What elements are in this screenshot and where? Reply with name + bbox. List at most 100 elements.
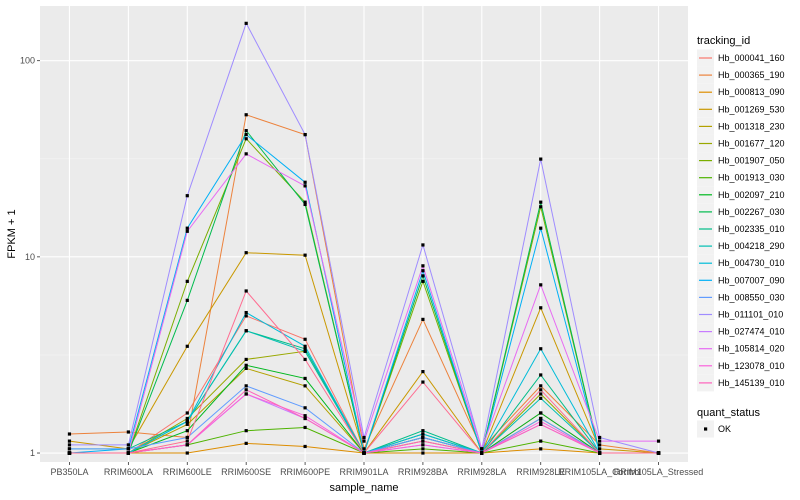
data-point (244, 251, 248, 255)
data-point (362, 439, 366, 443)
data-point (362, 447, 366, 451)
data-point (244, 388, 248, 392)
data-point (303, 184, 307, 188)
data-point (303, 202, 307, 207)
data-point (185, 194, 189, 198)
legend-label: Hb_145139_010 (718, 378, 785, 388)
data-point (480, 451, 484, 455)
x-tick-label: RRIM901LA (339, 467, 388, 477)
data-point (67, 439, 72, 443)
data-point (185, 416, 189, 421)
data-point (539, 392, 543, 396)
data-point (185, 439, 189, 443)
data-point (185, 279, 189, 283)
data-point (185, 435, 189, 440)
data-point (421, 443, 425, 447)
data-point (480, 447, 484, 451)
data-point (303, 344, 307, 348)
data-point (244, 129, 248, 133)
legend-label: Hb_000365_190 (718, 70, 785, 80)
data-point (421, 317, 425, 321)
legend-label: Hb_000813_090 (718, 87, 785, 97)
data-point (539, 396, 543, 400)
x-tick-label: RRIM600LA (104, 467, 153, 477)
legend-label: Hb_002267_030 (718, 207, 785, 217)
x-tick-label: PB350LA (50, 467, 88, 477)
y-tick-label: 1 (30, 448, 35, 458)
data-point (244, 392, 248, 396)
legend-label: Hb_001677_120 (718, 139, 785, 149)
legend: tracking_id Hb_000041_160 Hb_000365_190 Hb… (697, 35, 785, 392)
data-point (303, 132, 307, 137)
data-point (539, 200, 543, 204)
data-point (362, 435, 366, 440)
data-point (244, 113, 248, 117)
data-point (421, 447, 425, 451)
legend-label: Hb_001318_230 (718, 121, 785, 131)
data-point (421, 429, 425, 433)
data-point (539, 419, 543, 423)
data-point (67, 451, 72, 455)
data-point (421, 439, 425, 443)
data-point (421, 370, 425, 374)
data-point (539, 411, 543, 415)
data-point (126, 447, 130, 451)
data-point (303, 444, 307, 449)
data-point (303, 253, 307, 257)
x-axis-title: sample_name (329, 482, 398, 494)
y-tick-label: 100 (20, 56, 35, 66)
x-tick-label: RRIM105LA_Stressed (614, 467, 704, 477)
data-point (421, 274, 425, 278)
data-point (421, 380, 425, 384)
data-point (539, 388, 543, 392)
data-point (244, 384, 248, 388)
y-tick-label: 10 (25, 252, 35, 262)
data-point (539, 422, 543, 426)
x-tick-label: RRIM600PE (280, 467, 330, 477)
y-axis-title: FPKM + 1 (6, 209, 18, 258)
shape-legend: quant_status OK (697, 407, 760, 438)
shape-legend-label: OK (718, 424, 731, 434)
data-point (126, 451, 130, 455)
data-point (539, 416, 543, 421)
data-point (303, 357, 307, 362)
data-point (656, 451, 661, 455)
data-point (598, 439, 602, 443)
x-tick-label: RRIM928LA (457, 467, 506, 477)
data-point (126, 430, 130, 434)
data-point (244, 429, 248, 433)
data-point (362, 451, 366, 455)
data-point (185, 411, 189, 415)
data-point (421, 451, 425, 455)
data-point (539, 373, 543, 377)
legend-label: Hb_004218_290 (718, 241, 785, 251)
data-point (539, 347, 543, 351)
data-point (185, 226, 189, 230)
data-point (421, 243, 425, 247)
data-point (598, 443, 602, 447)
data-point (303, 347, 307, 351)
data-point (126, 443, 130, 447)
data-point (539, 283, 543, 287)
data-point (185, 229, 189, 233)
data-point (185, 419, 189, 423)
legend-label: Hb_002335_010 (718, 224, 785, 234)
legend-label: Hb_007007_090 (718, 275, 785, 285)
data-point (421, 269, 425, 273)
x-tick-label: RRIM600SE (221, 467, 271, 477)
legend-label: Hb_123078_010 (718, 361, 785, 371)
data-point (598, 451, 602, 455)
data-point (185, 422, 189, 426)
data-point (598, 447, 602, 451)
y-axis: 1 10 100 (20, 56, 40, 458)
data-point (244, 441, 248, 445)
data-point (244, 137, 248, 141)
data-point (539, 226, 543, 230)
data-point (303, 416, 307, 421)
data-point (244, 289, 248, 293)
legend-label: Hb_105814_020 (718, 344, 785, 354)
data-point (539, 447, 543, 451)
data-point (303, 200, 307, 204)
data-point (421, 435, 425, 440)
data-point (421, 264, 425, 268)
